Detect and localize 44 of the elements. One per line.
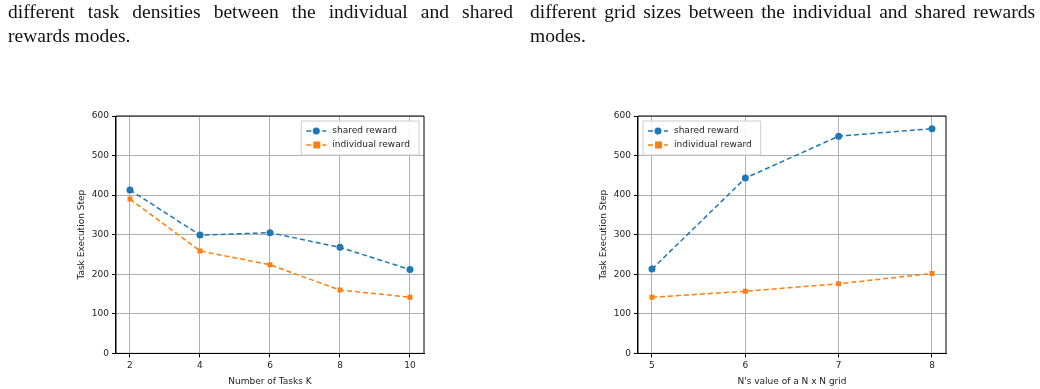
x-tick-label: 6 <box>267 360 274 371</box>
y-tick-label: 300 <box>91 229 110 240</box>
point <box>742 288 748 294</box>
point <box>406 266 414 274</box>
y-tick-label: 0 <box>625 347 632 358</box>
x-axis-title: Number of Tasks K <box>228 375 313 386</box>
point <box>336 243 344 251</box>
y-axis-title: Task Execution Step <box>597 189 608 281</box>
y-tick-label: 500 <box>91 149 110 160</box>
point <box>126 186 134 194</box>
x-tick-label: 8 <box>929 360 936 371</box>
y-tick-label: 400 <box>613 189 632 200</box>
y-tick-label: 200 <box>613 268 632 279</box>
point <box>835 132 843 140</box>
point <box>928 125 936 133</box>
legend-label: shared reward <box>673 125 739 136</box>
x-tick-label: 8 <box>337 360 344 371</box>
text: different grid sizes between the individual and shared rewards modes. <box>530 0 1035 48</box>
y-tick-label: 400 <box>91 189 110 200</box>
y-tick-label: 500 <box>613 149 632 160</box>
x-tick-label: 10 <box>404 360 416 371</box>
y-tick-label: 600 <box>91 110 110 121</box>
point <box>741 174 749 182</box>
y-tick-label: 300 <box>613 229 632 240</box>
x-axis-title: N's value of a N x N grid <box>737 375 847 386</box>
y-tick-label: 200 <box>91 268 110 279</box>
point <box>196 231 204 239</box>
y-tick-label: 100 <box>91 308 110 319</box>
x-tick-label: 2 <box>127 360 133 371</box>
x-tick-label: 5 <box>649 360 655 371</box>
point <box>648 265 656 273</box>
point <box>836 281 842 287</box>
point <box>266 229 274 237</box>
legend-label: individual reward <box>673 139 752 150</box>
y-tick-label: 600 <box>613 110 632 121</box>
y-tick-label: 100 <box>613 308 632 319</box>
legend-label: individual reward <box>332 139 411 150</box>
legend-label: shared reward <box>332 125 397 136</box>
text: different task densities between the individual and shared rewards modes. <box>8 0 513 48</box>
x-tick-label: 4 <box>197 360 204 371</box>
y-tick-label: 0 <box>103 347 110 358</box>
x-tick-label: 6 <box>742 360 749 371</box>
y-axis-title: Task Execution Step <box>75 189 86 281</box>
x-tick-label: 7 <box>835 360 842 371</box>
